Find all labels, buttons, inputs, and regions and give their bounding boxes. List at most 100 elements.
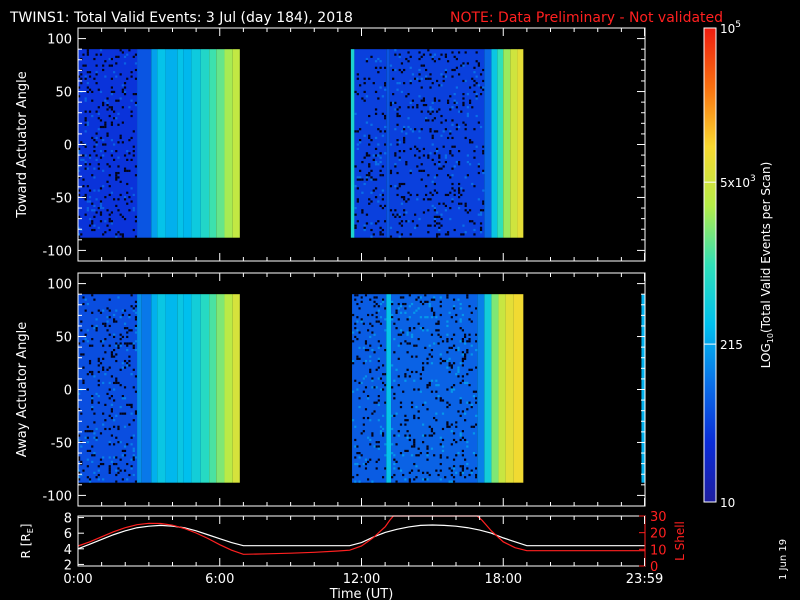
heatmap-speckle [452, 333, 456, 336]
heatmap-speckle [123, 90, 127, 94]
colorbar-tick-exponent: 3 [750, 174, 756, 184]
heatmap-speckle [399, 333, 403, 336]
heatmap-speckle [126, 331, 129, 334]
heatmap-speckle [115, 178, 118, 181]
heatmap-speckle [431, 110, 434, 113]
heatmap-speckle [117, 427, 120, 431]
heatmap-speckle [352, 362, 355, 365]
heatmap-speckle [113, 117, 116, 120]
heatmap-speckle [356, 130, 359, 133]
heatmap-speckle [439, 300, 442, 303]
heatmap-speckle [391, 414, 394, 417]
heatmap-column [165, 294, 178, 483]
heatmap-speckle [130, 412, 133, 415]
heatmap-speckle [88, 154, 92, 157]
heatmap-speckle [84, 77, 87, 80]
heatmap-speckle [121, 309, 124, 312]
heatmap-speckle [377, 357, 380, 360]
heatmap-speckle [391, 476, 394, 479]
heatmap-speckle [379, 322, 383, 325]
heatmap-speckle [382, 381, 385, 385]
heatmap-speckle [475, 473, 478, 477]
heatmap-speckle [431, 136, 434, 140]
heatmap-speckle [408, 329, 411, 332]
heatmap-speckle [93, 228, 96, 232]
heatmap-speckle [482, 86, 485, 89]
heatmap-speckle [470, 320, 473, 323]
heatmap-speckle [367, 397, 370, 400]
heatmap-speckle [410, 355, 414, 358]
heatmap-speckle [361, 160, 364, 164]
heatmap-speckle [449, 191, 452, 194]
heatmap-speckle [430, 434, 434, 437]
heatmap-speckle [123, 386, 127, 389]
heatmap-speckle [364, 342, 368, 345]
heatmap-speckle [426, 447, 429, 450]
heatmap-speckle [93, 57, 96, 61]
heatmap-speckle [475, 340, 478, 343]
heatmap-speckle [108, 193, 111, 197]
heatmap-speckle [360, 454, 363, 457]
heatmap-speckle [106, 320, 109, 323]
heatmap-speckle [367, 329, 370, 332]
heatmap-speckle [97, 128, 100, 131]
r-tick-label: 2 [64, 558, 72, 573]
heatmap-speckle [84, 97, 87, 100]
heatmap-speckle [365, 154, 369, 157]
heatmap-speckle [132, 154, 135, 157]
heatmap-speckle [437, 333, 440, 336]
heatmap-speckle [115, 462, 118, 466]
heatmap-speckle [377, 403, 380, 406]
heatmap-speckle [134, 101, 138, 104]
heatmap-speckle [433, 97, 436, 100]
heatmap-speckle [86, 430, 89, 433]
heatmap-speckle [433, 152, 436, 155]
heatmap-speckle [435, 322, 438, 325]
heatmap-speckle [106, 132, 109, 135]
heatmap-speckle [354, 462, 357, 466]
heatmap-speckle [97, 226, 100, 229]
heatmap-speckle [82, 154, 85, 157]
heatmap-speckle [104, 150, 107, 153]
heatmap-speckle [475, 145, 478, 148]
heatmap-speckle [399, 405, 403, 409]
heatmap-speckle [448, 370, 451, 374]
heatmap-speckle [356, 93, 359, 96]
heatmap-speckle [429, 130, 432, 133]
heatmap-speckle [450, 364, 453, 367]
heatmap-speckle [86, 53, 89, 56]
heatmap-speckle [108, 220, 111, 223]
heatmap-speckle [422, 198, 426, 201]
heatmap-speckle [88, 189, 92, 192]
heatmap-speckle [113, 355, 116, 358]
heatmap-speckle [102, 233, 105, 236]
heatmap-speckle [375, 320, 378, 323]
heatmap-speckle [437, 320, 440, 323]
heatmap-speckle [108, 465, 111, 468]
heatmap-speckle [455, 425, 458, 428]
heatmap-speckle [461, 436, 464, 439]
heatmap-speckle [377, 97, 380, 100]
heatmap-speckle [416, 193, 419, 197]
heatmap-speckle [384, 454, 387, 457]
heatmap-speckle [78, 152, 81, 155]
heatmap-speckle [93, 209, 96, 212]
heatmap-column [232, 294, 240, 483]
heatmap-speckle [457, 368, 460, 371]
heatmap-speckle [356, 462, 359, 466]
heatmap-speckle [99, 204, 103, 208]
heatmap-speckle [452, 438, 456, 442]
heatmap-speckle [121, 335, 124, 339]
heatmap-speckle [459, 318, 462, 321]
heatmap-speckle [86, 86, 89, 89]
heatmap-speckle [119, 134, 122, 137]
heatmap-speckle [477, 165, 480, 168]
x-tick-label: 6:00 [205, 572, 234, 587]
heatmap-speckle [464, 231, 467, 234]
heatmap-speckle [115, 309, 118, 312]
heatmap-speckle [448, 425, 451, 428]
heatmap-speckle [108, 366, 111, 369]
heatmap-speckle [475, 414, 478, 417]
heatmap-speckle [426, 458, 429, 461]
heatmap-speckle [95, 154, 98, 157]
